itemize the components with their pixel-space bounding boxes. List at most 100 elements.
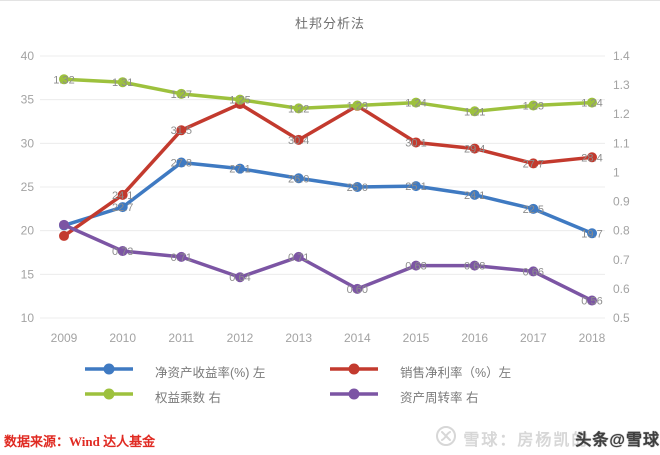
right-axis-tick: 1.2	[613, 107, 630, 121]
data-point	[352, 283, 363, 294]
chart-title: 杜邦分析法	[294, 16, 365, 31]
data-point	[528, 203, 539, 214]
data-point	[117, 246, 128, 257]
xueqiu-logo-icon	[435, 425, 457, 452]
data-point-label: 31.5	[171, 125, 192, 137]
x-axis-tick: 2018	[579, 331, 606, 345]
x-axis-tick: 2012	[227, 331, 254, 345]
legend-marker-icon	[85, 362, 133, 380]
data-point	[176, 88, 187, 99]
data-point	[528, 158, 539, 169]
data-point	[411, 260, 421, 271]
data-point	[59, 219, 69, 230]
left-axis-tick: 15	[21, 267, 35, 281]
right-axis-tick: 1.4	[613, 49, 630, 63]
right-axis-tick: 0.8	[613, 224, 630, 238]
data-point-label: 27.1	[229, 164, 250, 176]
data-point	[293, 251, 304, 262]
data-point-label: 1.24	[405, 98, 426, 110]
data-point	[176, 157, 187, 168]
dupont-line-chart: 403530252015101.41.31.21.110.90.80.70.60…	[21, 49, 630, 345]
data-point	[117, 77, 128, 88]
data-point-label: 29.4	[464, 144, 485, 156]
data-point-label: 0.68	[464, 261, 485, 273]
left-axis-tick: 35	[21, 93, 35, 107]
left-axis-tick: 25	[21, 180, 35, 194]
data-point	[469, 189, 480, 200]
data-point-label: 28.4	[581, 152, 602, 164]
data-point	[235, 163, 245, 174]
data-point-label: 30.1	[405, 137, 426, 149]
data-point	[469, 143, 480, 154]
x-axis-tick: 2010	[109, 331, 136, 345]
data-point	[352, 100, 363, 111]
data-point-label: 22.5	[523, 204, 544, 216]
watermark-brand-text: 雪球：房杨凯的	[463, 432, 590, 449]
data-point	[469, 260, 480, 271]
legend-item: 资产周转率 右	[330, 386, 575, 406]
legend: 净资产收益率(%) 左 销售净利率（%）左 权益乘数 右 资产周转率 右	[0, 361, 660, 406]
series-line	[62, 160, 594, 236]
data-point	[176, 251, 187, 262]
left-axis-tick: 40	[21, 49, 35, 63]
data-point-label: 27.7	[523, 158, 544, 170]
legend-marker-icon	[330, 362, 378, 380]
x-axis-tick: 2013	[285, 331, 312, 345]
data-source-note: 数据来源：Wind 达人基金	[4, 434, 156, 449]
data-point	[587, 295, 597, 306]
data-point-label: 1.27	[171, 89, 192, 101]
data-point-label: 0.71	[171, 252, 192, 264]
x-axis-tick: 2011	[168, 331, 194, 345]
data-point-label: 0.68	[405, 261, 426, 273]
data-point-label: 19.7	[581, 228, 602, 240]
data-point	[293, 103, 304, 114]
x-axis-tick: 2014	[344, 331, 371, 345]
legend-label: 销售净利率（%）左	[400, 365, 512, 380]
x-axis-tick: 2016	[461, 331, 488, 345]
data-point	[293, 134, 304, 145]
data-point-label: 25.0	[347, 182, 368, 194]
data-point-label: 0.56	[581, 296, 602, 308]
data-point-label: 1.22	[288, 103, 309, 115]
data-point-label: 24.1	[112, 190, 133, 202]
x-axis-tick: 2015	[403, 331, 430, 345]
data-point	[59, 230, 69, 241]
data-point	[411, 137, 421, 148]
data-point-label: 0.64	[229, 272, 250, 284]
legend-marker-icon	[330, 387, 378, 405]
data-point-label: 24.1	[464, 190, 485, 202]
legend-marker-icon	[85, 387, 133, 405]
series-line	[62, 77, 594, 114]
x-axis-tick: 2009	[51, 331, 78, 345]
left-axis-tick: 30	[21, 136, 35, 150]
data-point-label: 22.7	[112, 202, 133, 214]
legend-item: 净资产收益率(%) 左	[85, 361, 330, 381]
data-point-label: 0.71	[288, 252, 309, 264]
data-point	[587, 228, 597, 239]
watermark: 雪球：房杨凯的 头条@雪球	[435, 425, 660, 451]
data-point-label: 26.0	[288, 173, 309, 185]
data-point	[411, 97, 421, 108]
legend-label: 净资产收益率(%) 左	[155, 365, 266, 380]
data-point	[117, 189, 128, 200]
watermark-overlay-text: 头条@雪球	[575, 432, 660, 449]
data-point-label: 27.8	[171, 158, 192, 170]
data-point	[469, 106, 480, 117]
data-point-label: 1.24	[581, 98, 602, 110]
data-point	[176, 125, 187, 136]
legend-label: 资产周转率 右	[400, 390, 479, 405]
right-axis-tick: 0.9	[613, 195, 630, 209]
data-point-label: 0.60	[347, 284, 368, 296]
data-point	[352, 182, 363, 192]
right-axis-tick: 0.7	[613, 253, 630, 267]
data-point	[411, 181, 421, 192]
data-point-label: 1.32	[53, 74, 74, 86]
left-axis-tick: 10	[21, 311, 35, 325]
data-point-label: 0.73	[112, 246, 133, 258]
data-point-label: 1.21	[464, 106, 485, 118]
data-point	[293, 173, 304, 184]
data-point-label: 1.31	[112, 77, 133, 89]
right-axis-tick: 1	[613, 165, 620, 179]
x-axis-tick: 2017	[520, 331, 547, 345]
